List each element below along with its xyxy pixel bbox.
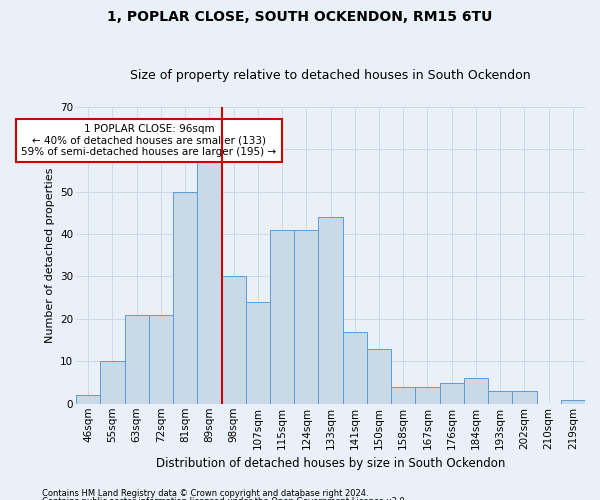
Bar bbox=[391, 387, 415, 404]
Bar bbox=[512, 391, 536, 404]
Title: Size of property relative to detached houses in South Ockendon: Size of property relative to detached ho… bbox=[130, 69, 531, 82]
Bar bbox=[294, 230, 319, 404]
Bar bbox=[125, 314, 149, 404]
Y-axis label: Number of detached properties: Number of detached properties bbox=[44, 168, 55, 343]
Bar bbox=[246, 302, 270, 404]
Bar bbox=[488, 391, 512, 404]
Bar bbox=[100, 362, 125, 404]
Bar bbox=[76, 396, 100, 404]
Bar bbox=[561, 400, 585, 404]
Text: Contains public sector information licensed under the Open Government Licence v3: Contains public sector information licen… bbox=[42, 498, 407, 500]
Bar bbox=[343, 332, 367, 404]
Bar bbox=[221, 276, 246, 404]
X-axis label: Distribution of detached houses by size in South Ockendon: Distribution of detached houses by size … bbox=[156, 457, 505, 470]
Bar bbox=[464, 378, 488, 404]
Bar bbox=[367, 348, 391, 404]
Text: 1, POPLAR CLOSE, SOUTH OCKENDON, RM15 6TU: 1, POPLAR CLOSE, SOUTH OCKENDON, RM15 6T… bbox=[107, 10, 493, 24]
Bar bbox=[149, 314, 173, 404]
Bar bbox=[270, 230, 294, 404]
Bar bbox=[415, 387, 440, 404]
Bar bbox=[440, 382, 464, 404]
Text: Contains HM Land Registry data © Crown copyright and database right 2024.: Contains HM Land Registry data © Crown c… bbox=[42, 488, 368, 498]
Bar bbox=[173, 192, 197, 404]
Text: 1 POPLAR CLOSE: 96sqm
← 40% of detached houses are smaller (133)
59% of semi-det: 1 POPLAR CLOSE: 96sqm ← 40% of detached … bbox=[21, 124, 277, 157]
Bar bbox=[319, 217, 343, 404]
Bar bbox=[197, 158, 221, 404]
